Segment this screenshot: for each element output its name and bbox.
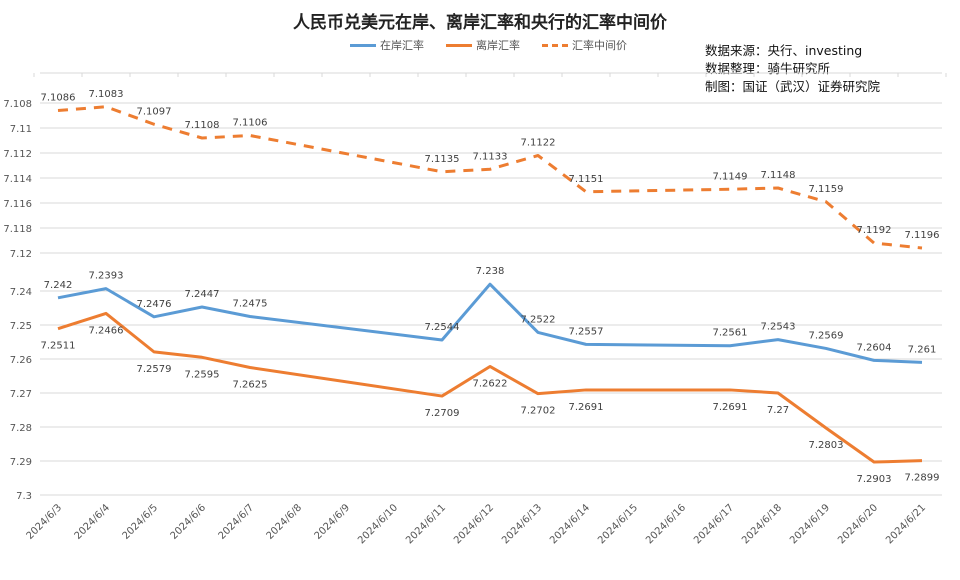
data-label: 7.1083 [89, 89, 124, 100]
data-label: 7.2522 [521, 314, 556, 325]
note-compiled: 数据整理：骑牛研究所 [705, 61, 831, 76]
data-label: 7.2569 [809, 330, 844, 341]
data-label: 7.2561 [713, 328, 748, 339]
data-label: 7.1122 [521, 138, 556, 149]
data-label: 7.2447 [185, 289, 220, 300]
y-tick-label: 7.25 [10, 321, 32, 332]
data-label: 7.2622 [473, 378, 508, 389]
source-notes: 数据来源：央行、investing 数据整理：骑牛研究所 制图：国证（武汉）证券… [705, 42, 880, 96]
x-tick-label: 2024/6/19 [788, 502, 832, 546]
y-tick-label: 7.28 [10, 423, 32, 434]
legend-swatch [446, 43, 472, 47]
data-label: 7.2903 [857, 474, 892, 485]
legend-label: 在岸汇率 [380, 39, 424, 52]
data-label: 7.238 [476, 266, 505, 277]
y-tick-label: 7.108 [3, 99, 32, 110]
data-label: 7.1159 [809, 184, 844, 195]
data-label: 7.2604 [857, 342, 892, 353]
data-label: 7.2595 [185, 369, 220, 380]
y-tick-label: 7.114 [3, 174, 32, 185]
legend-item-central-parity: 汇率中间价 [542, 37, 627, 53]
x-tick-label: 2024/6/11 [404, 502, 448, 546]
data-label: 7.2511 [41, 341, 76, 352]
data-label: 7.1149 [713, 171, 748, 182]
series-line-1 [57, 311, 923, 464]
data-label: 7.1192 [857, 225, 892, 236]
legend-swatch [350, 43, 376, 47]
x-tick-label: 2024/6/10 [356, 502, 400, 546]
y-tick-label: 7.11 [10, 124, 32, 135]
data-label: 7.242 [44, 280, 73, 291]
y-tick-label: 7.27 [10, 389, 32, 400]
legend-item-onshore: 在岸汇率 [350, 37, 424, 53]
data-label: 7.1106 [233, 118, 268, 129]
data-label: 7.1151 [569, 174, 604, 185]
y-tick-label: 7.116 [3, 199, 32, 210]
x-tick-label: 2024/6/18 [740, 502, 784, 546]
legend-label: 汇率中间价 [572, 39, 627, 52]
data-label: 7.2543 [761, 322, 796, 333]
data-label: 7.2466 [89, 325, 124, 336]
x-tick-label: 2024/6/17 [692, 502, 736, 546]
y-tick-label: 7.26 [10, 355, 32, 366]
data-label: 7.2691 [713, 402, 748, 413]
x-tick-label: 2024/6/5 [121, 502, 161, 542]
data-label: 7.2803 [809, 440, 844, 451]
y-tick-label: 7.118 [3, 224, 32, 235]
data-label: 7.1135 [425, 154, 460, 165]
legend-label: 离岸汇率 [476, 39, 520, 52]
data-label: 7.1148 [761, 170, 796, 181]
data-label: 7.2557 [569, 326, 604, 337]
data-label: 7.1097 [137, 106, 172, 117]
data-label: 7.1086 [41, 93, 76, 104]
x-tick-label: 2024/6/12 [452, 502, 496, 546]
data-label: 7.1108 [185, 120, 220, 131]
data-label: 7.2475 [233, 299, 268, 310]
x-tick-label: 2024/6/7 [217, 502, 257, 542]
data-label: 7.2393 [89, 271, 124, 282]
x-tick-label: 2024/6/8 [265, 502, 305, 542]
data-label: 7.1133 [473, 151, 508, 162]
series-line-0 [57, 282, 923, 364]
y-tick-label: 7.24 [10, 287, 32, 298]
legend-swatch [542, 43, 568, 47]
y-tick-label: 7.29 [10, 457, 32, 468]
note-drawn: 制图：国证（武汉）证券研究院 [705, 79, 881, 94]
x-tick-label: 2024/6/4 [73, 502, 113, 542]
legend: 在岸汇率 离岸汇率 汇率中间价 [350, 37, 627, 53]
data-label: 7.2899 [905, 473, 940, 484]
chart-title: 人民币兑美元在岸、离岸汇率和央行的汇率中间价 [293, 13, 667, 33]
x-tick-label: 2024/6/14 [548, 502, 592, 546]
data-label: 7.2476 [137, 299, 172, 310]
data-label: 7.2625 [233, 380, 268, 391]
x-tick-label: 2024/6/13 [500, 502, 544, 546]
data-label: 7.2702 [521, 406, 556, 417]
x-tick-label: 2024/6/15 [596, 502, 640, 546]
data-label: 7.2691 [569, 402, 604, 413]
legend-item-offshore: 离岸汇率 [446, 37, 520, 53]
data-label: 7.2579 [137, 364, 172, 375]
note-source: 数据来源：央行、investing [705, 43, 863, 58]
x-tick-label: 2024/6/20 [836, 502, 880, 546]
x-tick-label: 2024/6/21 [884, 502, 928, 546]
y-tick-label: 7.12 [10, 249, 32, 260]
y-tick-label: 7.112 [3, 149, 32, 160]
y-tick-label: 7.3 [16, 491, 32, 502]
x-tick-label: 2024/6/16 [644, 502, 688, 546]
x-tick-label: 2024/6/3 [25, 502, 65, 542]
data-label: 7.27 [767, 405, 789, 416]
x-tick-label: 2024/6/9 [313, 502, 353, 542]
data-label: 7.2709 [425, 408, 460, 419]
data-label: 7.261 [908, 344, 937, 355]
data-label: 7.1196 [905, 230, 940, 241]
x-tick-label: 2024/6/6 [169, 502, 209, 542]
data-label: 7.2544 [425, 322, 460, 333]
